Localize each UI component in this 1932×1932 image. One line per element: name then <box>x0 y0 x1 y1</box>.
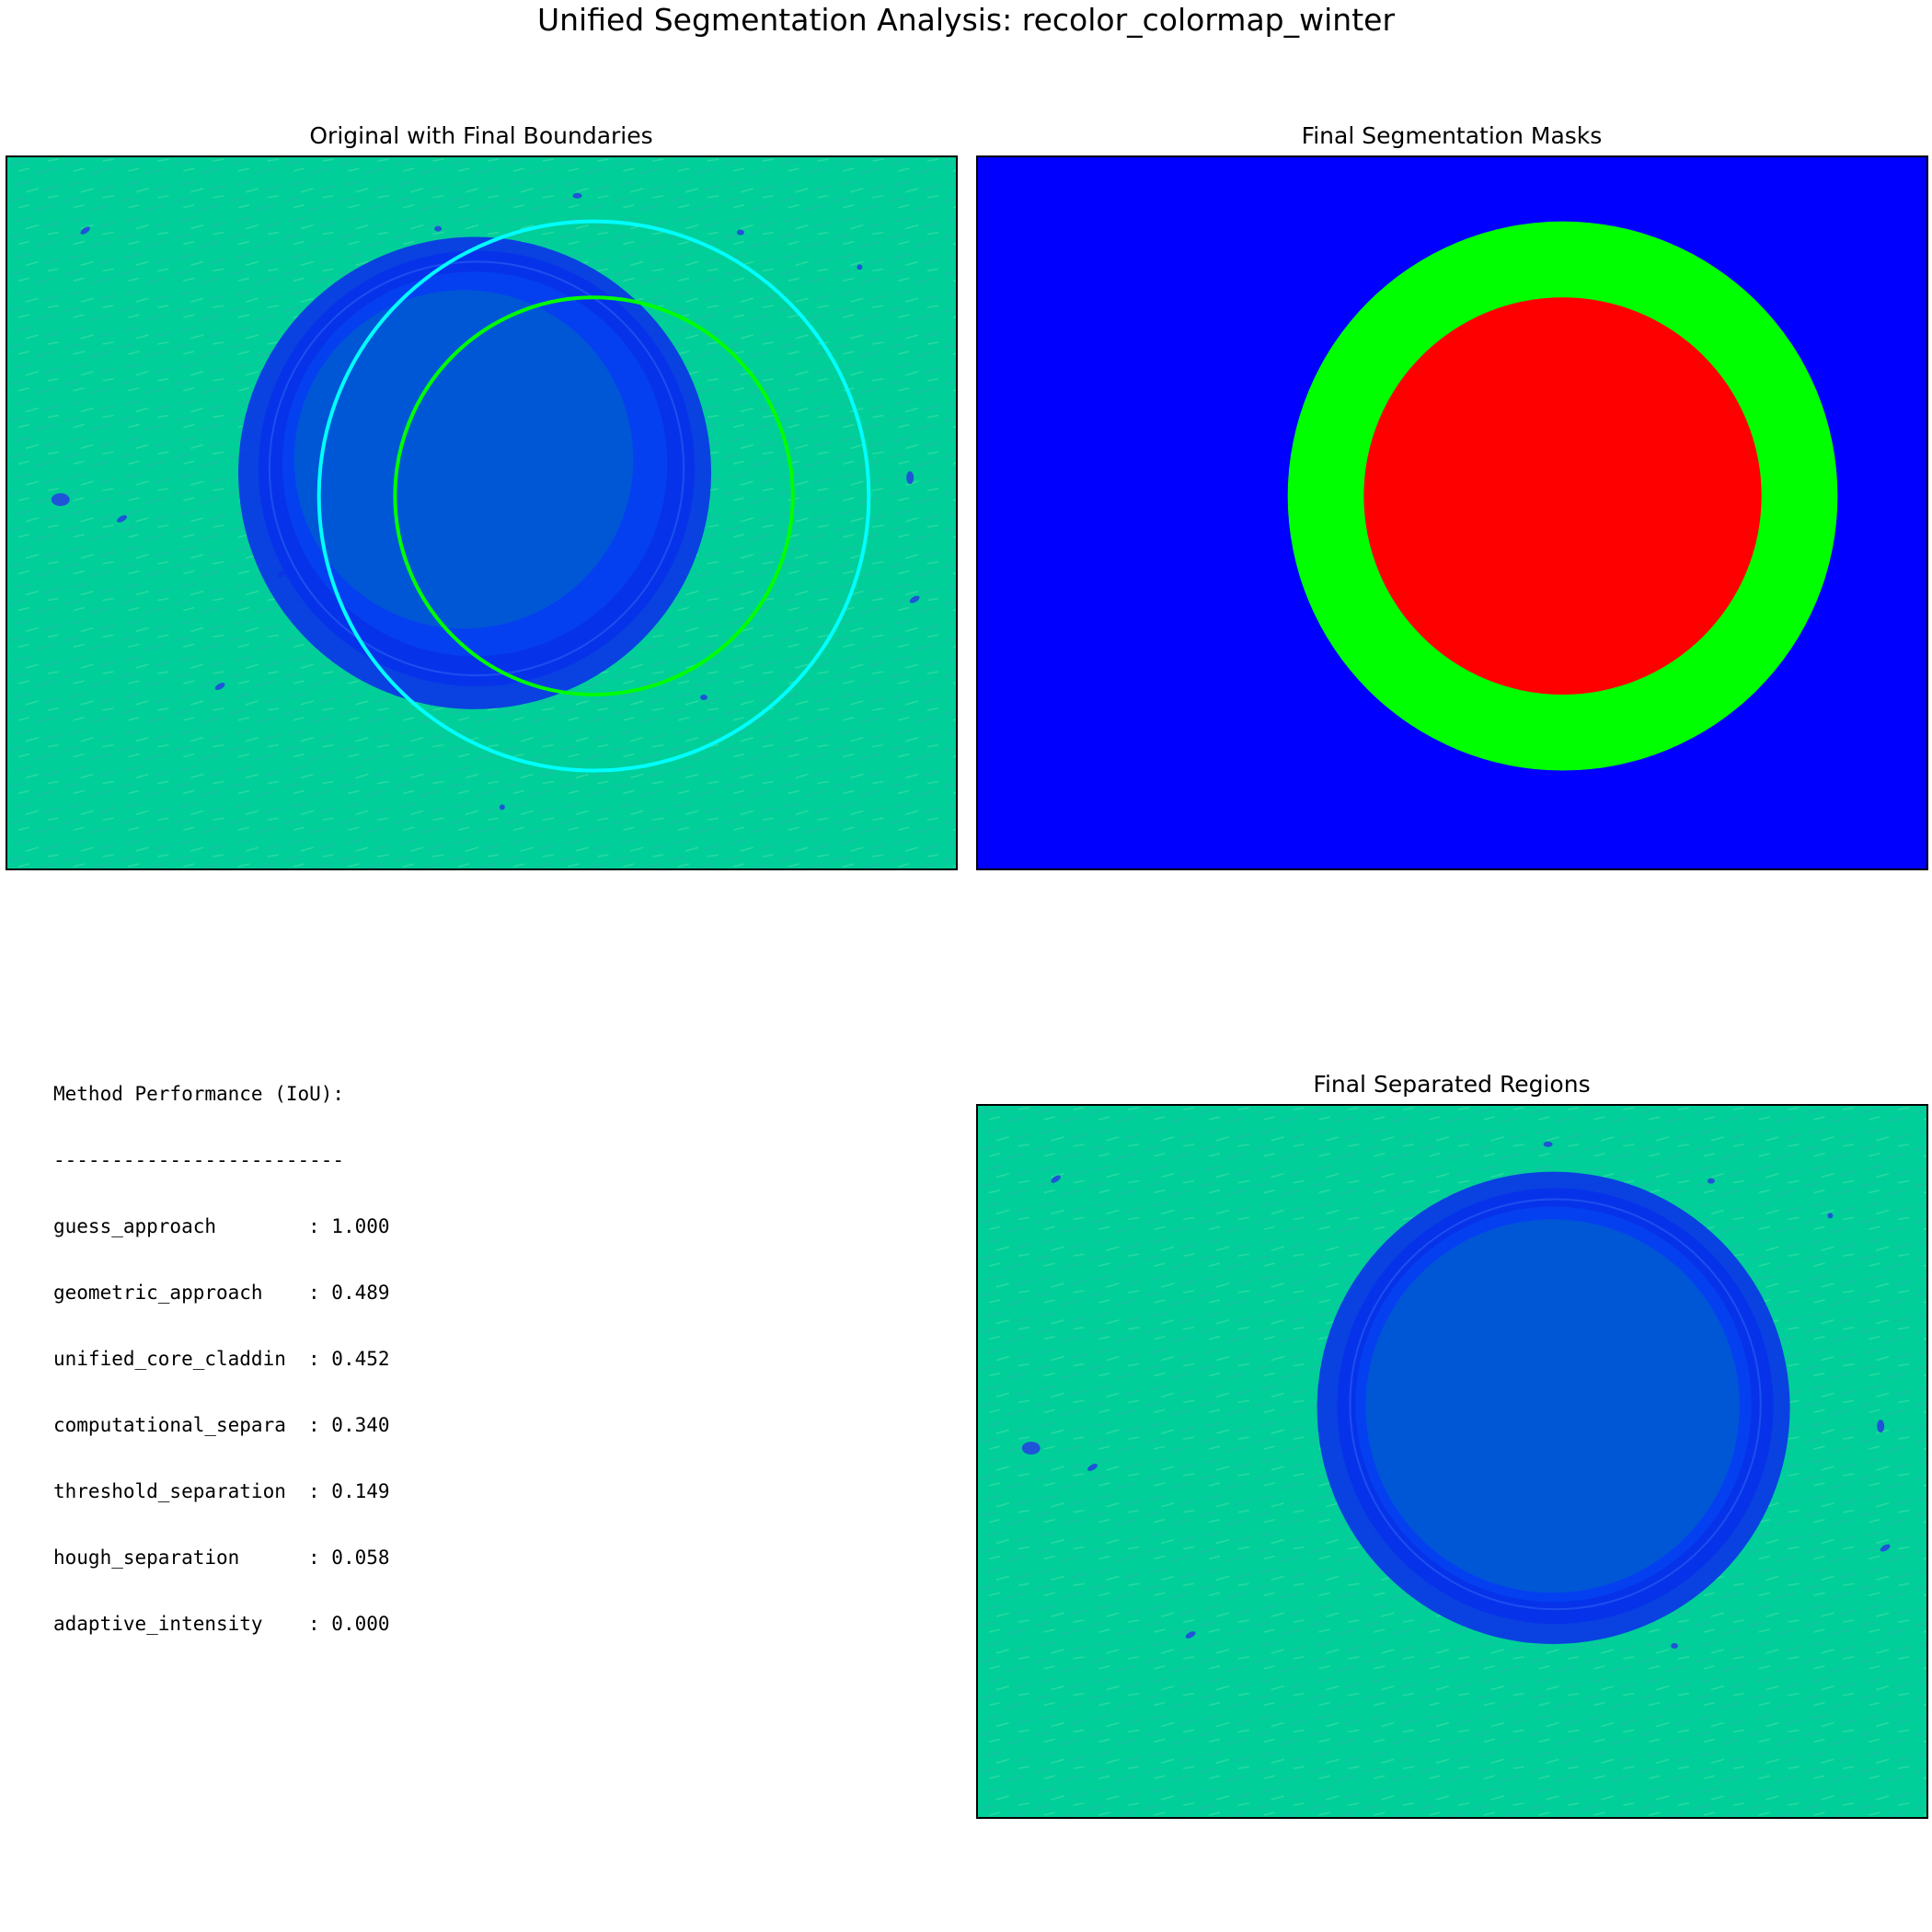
method-performance-text: Method Performance (IoU): --------------… <box>53 1039 390 1657</box>
method-score: 0.452 <box>331 1348 390 1370</box>
method-score: 0.058 <box>331 1547 390 1569</box>
method-name: guess_approach <box>53 1215 217 1237</box>
panel-segmentation-masks <box>976 155 1928 870</box>
performance-heading: Method Performance (IoU): <box>53 1083 345 1105</box>
panel-title-masks: Final Segmentation Masks <box>1301 122 1603 149</box>
method-name: adaptive_intensity <box>53 1613 263 1635</box>
debris-speckles <box>1021 1141 1891 1649</box>
separated-fiber-end-face <box>1317 1171 1790 1644</box>
mask-core-region <box>1363 297 1762 695</box>
panel-title-separated: Final Separated Regions <box>1313 1071 1591 1098</box>
original-image <box>7 157 956 868</box>
method-score: 0.149 <box>331 1480 390 1502</box>
performance-divider: ------------------------- <box>53 1149 345 1171</box>
figure-title: Unified Segmentation Analysis: recolor_c… <box>536 2 1396 38</box>
method-name: unified_core_claddin <box>53 1348 286 1370</box>
method-score: 0.340 <box>331 1414 390 1436</box>
method-score: 1.000 <box>331 1215 390 1237</box>
performance-row: threshold_separation: 0.149 <box>53 1480 390 1502</box>
method-name: hough_separation <box>53 1547 240 1569</box>
performance-row: hough_separation: 0.058 <box>53 1547 390 1569</box>
performance-row: adaptive_intensity: 0.000 <box>53 1613 390 1635</box>
debris-speckles <box>51 192 920 811</box>
separated-image <box>978 1106 1926 1817</box>
panel-original-with-boundaries <box>6 155 958 870</box>
panel-title-original: Original with Final Boundaries <box>309 122 653 149</box>
mask-image <box>978 157 1926 868</box>
core-boundary-circle <box>393 295 795 696</box>
method-score: 0.000 <box>331 1613 390 1635</box>
performance-row: geometric_approach: 0.489 <box>53 1282 390 1304</box>
panel-separated-regions <box>976 1104 1928 1819</box>
method-name: threshold_separation <box>53 1480 286 1502</box>
performance-row: unified_core_claddin: 0.452 <box>53 1348 390 1370</box>
performance-row: guess_approach: 1.000 <box>53 1215 390 1237</box>
fiber-end-face <box>238 236 712 709</box>
cladding-boundary-circle <box>316 219 871 773</box>
performance-row: computational_separa: 0.340 <box>53 1414 390 1436</box>
method-name: geometric_approach <box>53 1282 263 1304</box>
method-score: 0.489 <box>331 1282 390 1304</box>
method-name: computational_separa <box>53 1414 286 1436</box>
